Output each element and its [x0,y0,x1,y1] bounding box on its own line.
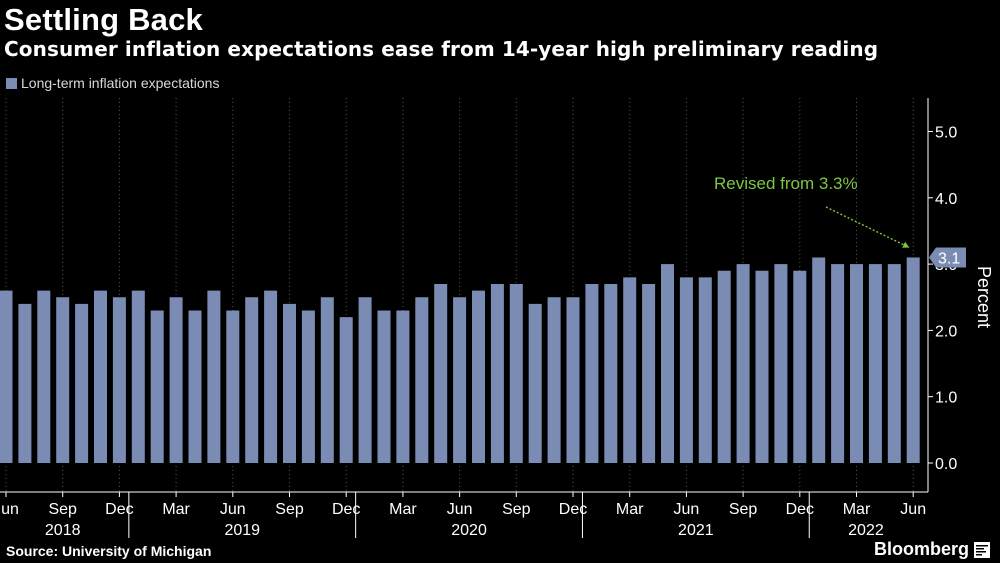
annotation-arrow [825,206,910,249]
bar [283,303,296,463]
bar [226,310,240,463]
bar [717,270,731,463]
x-tick-label: Jun [900,501,926,518]
bar [320,297,334,463]
bar [906,257,920,463]
bar [604,283,618,463]
bars [0,257,920,463]
bar [661,264,674,463]
bar [774,264,788,463]
bloomberg-logo: Bloomberg [874,539,991,560]
x-tick-label: Dec [559,501,587,518]
x-tick-label: Sep [502,501,531,518]
y-tick-label: 4.0 [935,191,957,208]
x-tick-label: Sep [48,501,77,518]
bar [396,310,410,463]
bar [18,303,32,463]
source-note: Source: University of Michigan [6,543,212,559]
bar [566,297,580,463]
bar [264,290,278,463]
bar [207,290,221,463]
bar [623,277,637,463]
bar [547,297,561,463]
bar [453,297,467,463]
bar [868,264,882,463]
x-tick-label: Mar [389,501,417,518]
bar [188,310,202,463]
bar [509,283,523,463]
x-tick-label: Sep [729,501,758,518]
legend: Long-term inflation expectations [6,75,219,91]
annotation-text: Revised from 3.3% [714,174,858,193]
y-tick-label: 5.0 [935,125,957,142]
bar [245,297,259,463]
bar [812,257,826,463]
axes: 0.01.02.03.04.05.0PercentJunSepDecMarJun… [0,98,994,539]
annotations: 3.1 Revised from 3.3% [714,174,966,268]
year-label: 2019 [224,522,260,539]
x-tick-label: Jun [220,501,246,518]
bar [793,270,807,463]
bar [0,290,13,463]
bar [528,303,542,463]
x-tick-label: Mar [616,501,644,518]
last-value-tag [929,247,966,268]
x-tick-label: Mar [843,501,871,518]
bar [472,290,485,463]
x-tick-label: Jun [447,501,473,518]
brand-label: Bloomberg [874,539,970,559]
bar [585,283,599,463]
bar [642,283,656,463]
bar [339,317,353,463]
bar [301,310,315,463]
bar [169,297,183,463]
bar [415,297,429,463]
x-tick-label: Dec [105,501,133,518]
year-label: 2020 [451,522,487,539]
bar [112,297,126,463]
bar [887,264,901,463]
annotation-arrowhead [902,241,910,248]
x-tick-label: Jun [674,501,700,518]
chart-subtitle: Consumer inflation expectations ease fro… [4,37,879,61]
bloomberg-terminal-icon [974,541,991,558]
bar [679,277,693,463]
bar [377,310,391,463]
last-value-label: 3.1 [938,250,960,267]
x-tick-label: Mar [162,501,190,518]
bar [850,264,863,463]
bar [150,310,164,463]
bar [736,264,750,463]
x-tick-label: Jun [0,501,19,518]
year-label: 2021 [678,522,714,539]
bar [37,290,51,463]
x-tick-label: Sep [275,501,304,518]
bar [755,270,769,463]
y-tick-label: 0.0 [935,456,957,473]
bar [698,277,712,463]
bar [75,303,89,463]
year-label: 2018 [45,522,81,539]
year-label: 2022 [848,522,884,539]
bar [94,290,107,463]
bar [434,283,448,463]
bar [131,290,145,463]
bar [56,297,70,463]
legend-swatch [6,77,17,89]
chart-title: Settling Back [4,2,203,37]
y-tick-label: 1.0 [935,390,957,407]
bar [831,264,845,463]
bar [358,297,372,463]
legend-label: Long-term inflation expectations [21,75,220,91]
y-tick-label: 2.0 [935,323,957,340]
x-tick-label: Dec [332,501,360,518]
bar [490,283,504,463]
y-axis-title: Percent [974,266,994,328]
x-tick-label: Dec [786,501,814,518]
